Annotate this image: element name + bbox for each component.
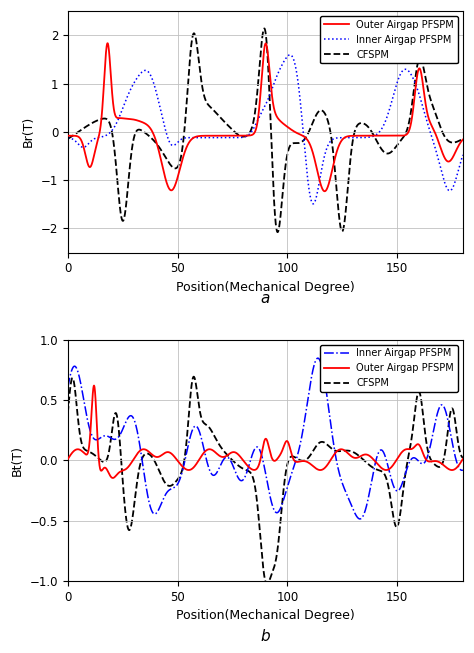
Line: Outer Airgap PFSPM: Outer Airgap PFSPM <box>68 43 463 191</box>
CFSPM <box>453 419 458 426</box>
Inner Airgap PFSPM <box>460 466 466 474</box>
Outer Airgap PFSPM <box>410 108 416 116</box>
Outer Airgap PFSPM <box>217 452 222 460</box>
Inner Airgap PFSPM <box>287 51 293 59</box>
Outer Airgap PFSPM <box>460 136 466 144</box>
Line: CFSPM: CFSPM <box>68 377 463 584</box>
Outer Airgap PFSPM <box>134 116 139 124</box>
CFSPM <box>217 112 222 120</box>
Inner Airgap PFSPM <box>357 515 363 523</box>
CFSPM <box>191 373 197 381</box>
Line: Inner Airgap PFSPM: Inner Airgap PFSPM <box>68 55 463 204</box>
Outer Airgap PFSPM <box>217 132 222 140</box>
CFSPM <box>65 409 71 417</box>
Inner Airgap PFSPM <box>460 151 466 159</box>
CFSPM <box>275 229 281 236</box>
CFSPM <box>110 134 116 142</box>
Outer Airgap PFSPM <box>65 455 71 463</box>
Inner Airgap PFSPM <box>453 177 458 185</box>
CFSPM <box>134 483 139 491</box>
Outer Airgap PFSPM <box>91 381 97 389</box>
CFSPM <box>453 138 458 146</box>
Outer Airgap PFSPM <box>410 445 416 453</box>
Inner Airgap PFSPM <box>134 423 139 431</box>
Inner Airgap PFSPM <box>217 464 222 471</box>
Line: Inner Airgap PFSPM: Inner Airgap PFSPM <box>68 358 463 519</box>
Inner Airgap PFSPM <box>110 435 116 443</box>
CFSPM <box>262 25 267 33</box>
Outer Airgap PFSPM <box>110 474 116 482</box>
Inner Airgap PFSPM <box>234 470 239 478</box>
Inner Airgap PFSPM <box>217 134 222 142</box>
Text: b: b <box>261 629 270 645</box>
Inner Airgap PFSPM <box>65 383 71 391</box>
Outer Airgap PFSPM <box>234 449 239 457</box>
X-axis label: Position(Mechanical Degree): Position(Mechanical Degree) <box>176 281 355 294</box>
CFSPM <box>65 135 71 143</box>
X-axis label: Position(Mechanical Degree): Position(Mechanical Degree) <box>176 609 355 622</box>
CFSPM <box>110 420 116 428</box>
Outer Airgap PFSPM <box>110 474 116 482</box>
CFSPM <box>264 581 270 588</box>
Inner Airgap PFSPM <box>310 200 316 208</box>
Inner Airgap PFSPM <box>65 134 71 142</box>
Y-axis label: Bt(T): Bt(T) <box>11 445 24 476</box>
Inner Airgap PFSPM <box>110 125 116 133</box>
Outer Airgap PFSPM <box>453 465 458 473</box>
Inner Airgap PFSPM <box>315 354 321 362</box>
Inner Airgap PFSPM <box>410 454 416 462</box>
Outer Airgap PFSPM <box>453 148 458 156</box>
Outer Airgap PFSPM <box>322 187 328 195</box>
CFSPM <box>460 454 466 462</box>
Inner Airgap PFSPM <box>134 75 139 83</box>
Outer Airgap PFSPM <box>460 455 466 463</box>
Text: a: a <box>261 291 270 306</box>
Outer Airgap PFSPM <box>134 451 139 458</box>
CFSPM <box>134 127 139 135</box>
Outer Airgap PFSPM <box>234 132 239 140</box>
Line: Outer Airgap PFSPM: Outer Airgap PFSPM <box>68 385 463 478</box>
Outer Airgap PFSPM <box>110 99 116 107</box>
Legend: Inner Airgap PFSPM, Outer Airgap PFSPM, CFSPM: Inner Airgap PFSPM, Outer Airgap PFSPM, … <box>320 345 458 392</box>
Legend: Outer Airgap PFSPM, Inner Airgap PFSPM, CFSPM: Outer Airgap PFSPM, Inner Airgap PFSPM, … <box>320 16 458 63</box>
CFSPM <box>410 425 416 433</box>
Outer Airgap PFSPM <box>65 132 71 140</box>
Y-axis label: Br(T): Br(T) <box>22 116 35 148</box>
CFSPM <box>460 135 466 142</box>
CFSPM <box>410 94 416 102</box>
CFSPM <box>234 460 239 468</box>
CFSPM <box>217 441 222 449</box>
Inner Airgap PFSPM <box>234 134 239 142</box>
CFSPM <box>234 129 239 137</box>
Inner Airgap PFSPM <box>453 453 458 461</box>
Line: CFSPM: CFSPM <box>68 29 463 232</box>
Outer Airgap PFSPM <box>105 39 110 47</box>
Inner Airgap PFSPM <box>410 74 416 82</box>
